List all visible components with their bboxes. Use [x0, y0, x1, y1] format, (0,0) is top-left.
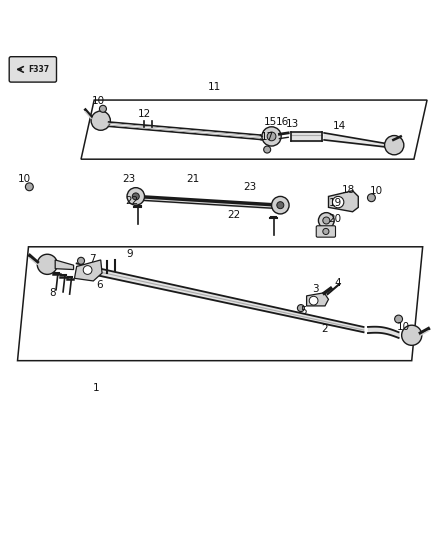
Text: 18: 18	[342, 185, 355, 195]
Circle shape	[127, 188, 145, 205]
Text: 8: 8	[49, 288, 56, 298]
Text: 13: 13	[286, 119, 299, 128]
Text: 20: 20	[328, 214, 342, 224]
Text: 6: 6	[96, 280, 103, 290]
Circle shape	[332, 197, 344, 208]
Polygon shape	[328, 191, 358, 212]
Text: 1: 1	[93, 383, 100, 393]
Circle shape	[385, 135, 404, 155]
Text: 22: 22	[125, 196, 138, 206]
Circle shape	[318, 213, 334, 229]
Text: 11: 11	[208, 82, 221, 92]
Polygon shape	[55, 260, 74, 270]
Text: 2: 2	[321, 324, 328, 334]
Circle shape	[25, 183, 33, 191]
Text: 23: 23	[243, 182, 256, 192]
Text: F337: F337	[28, 65, 49, 74]
Circle shape	[395, 315, 403, 323]
Text: 10: 10	[18, 174, 31, 184]
Circle shape	[272, 197, 289, 214]
Circle shape	[323, 229, 329, 235]
Circle shape	[309, 296, 318, 305]
Text: 7: 7	[88, 254, 95, 264]
Text: 4: 4	[334, 278, 341, 288]
Text: 10: 10	[92, 96, 105, 106]
Text: 23: 23	[123, 174, 136, 184]
Circle shape	[83, 265, 92, 274]
Circle shape	[367, 194, 375, 201]
Text: 10: 10	[370, 186, 383, 196]
Circle shape	[267, 132, 276, 141]
Text: 15: 15	[264, 117, 277, 127]
Text: 5: 5	[300, 306, 307, 316]
Circle shape	[277, 201, 284, 209]
Circle shape	[264, 146, 271, 153]
Circle shape	[37, 254, 57, 274]
Polygon shape	[74, 260, 102, 281]
Polygon shape	[307, 293, 328, 306]
Circle shape	[262, 127, 281, 146]
Circle shape	[99, 106, 106, 112]
FancyBboxPatch shape	[9, 56, 57, 82]
Text: 3: 3	[312, 284, 319, 294]
Text: 10: 10	[397, 322, 410, 332]
Text: 21: 21	[186, 174, 199, 184]
Circle shape	[402, 325, 422, 345]
Circle shape	[132, 193, 139, 200]
Circle shape	[297, 304, 304, 312]
Text: 16: 16	[276, 117, 289, 127]
Circle shape	[323, 217, 330, 224]
Text: 19: 19	[328, 198, 342, 208]
FancyBboxPatch shape	[316, 226, 336, 237]
Circle shape	[78, 257, 85, 264]
Circle shape	[91, 111, 110, 130]
Text: 14: 14	[333, 122, 346, 131]
Text: 12: 12	[138, 109, 151, 119]
Text: 22: 22	[228, 210, 241, 220]
Text: 17: 17	[261, 132, 274, 142]
Text: 9: 9	[126, 249, 133, 259]
